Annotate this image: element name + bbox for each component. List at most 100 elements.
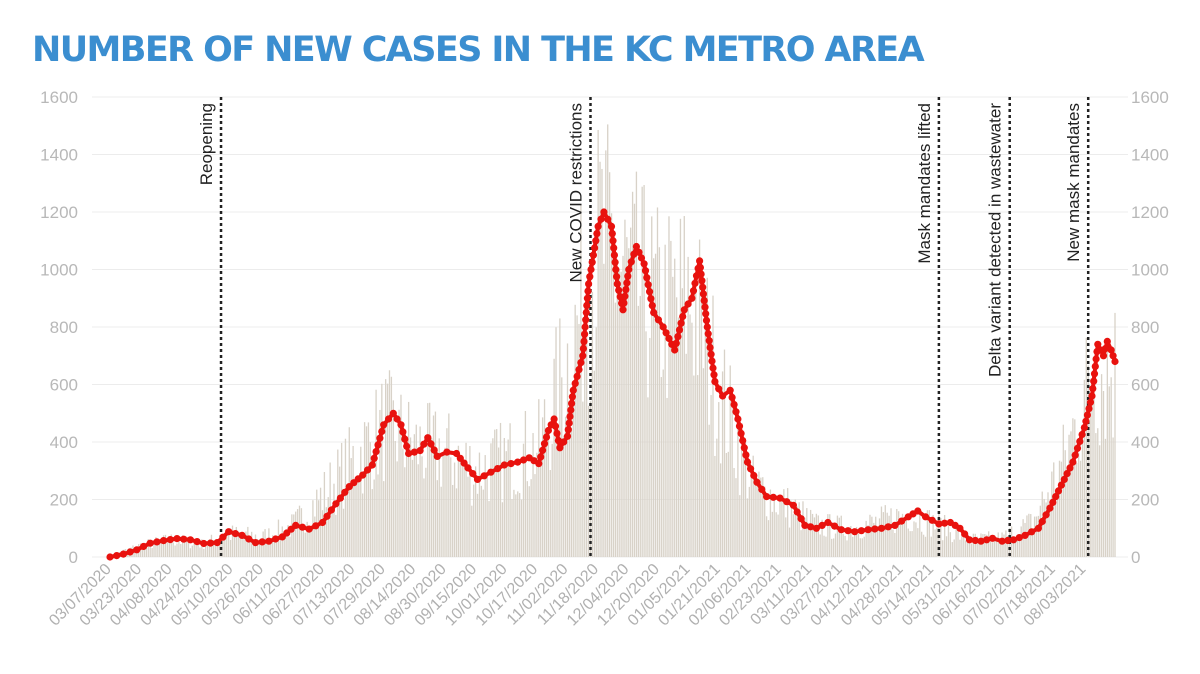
bar: [298, 505, 301, 557]
bar: [957, 528, 959, 557]
bar: [928, 510, 930, 557]
bar: [840, 515, 842, 557]
bar: [208, 539, 211, 557]
avg-point: [956, 524, 964, 532]
bar: [691, 322, 693, 557]
avg-point: [292, 521, 300, 530]
bar: [421, 456, 423, 557]
bar: [882, 512, 885, 557]
avg-point: [567, 406, 575, 414]
avg-point: [988, 534, 997, 542]
avg-point: [433, 452, 441, 460]
avg-point: [514, 458, 522, 466]
avg-point: [637, 254, 646, 262]
bar: [563, 435, 565, 557]
y-tick-label-left: 1200: [40, 203, 78, 222]
bar: [802, 501, 804, 557]
avg-point: [891, 521, 899, 530]
bar: [325, 507, 327, 557]
avg-point: [776, 494, 784, 502]
avg-point: [737, 429, 745, 437]
avg-point: [186, 536, 194, 544]
chart-title: NUMBER OF NEW CASES IN THE KC METRO AREA: [32, 30, 925, 70]
avg-point: [600, 208, 608, 216]
bar: [720, 463, 722, 557]
avg-point: [734, 415, 742, 423]
bar: [503, 437, 505, 557]
avg-point: [200, 539, 208, 548]
bar: [162, 535, 165, 557]
avg-point: [674, 333, 682, 341]
bar: [187, 537, 190, 557]
bar: [1091, 400, 1093, 557]
avg-point: [1009, 536, 1018, 544]
bar: [827, 514, 829, 557]
bar: [176, 543, 178, 557]
bar: [164, 534, 167, 557]
avg-point: [581, 323, 589, 331]
bar: [697, 375, 699, 557]
bar: [658, 247, 661, 557]
bar: [884, 505, 886, 557]
bar: [721, 371, 724, 557]
avg-point: [750, 471, 758, 480]
bar: [570, 427, 572, 557]
avg-point: [608, 230, 616, 238]
bar: [896, 508, 898, 557]
bar: [982, 534, 984, 557]
avg-point: [535, 460, 543, 468]
bar: [989, 535, 992, 557]
avg-point: [742, 451, 750, 459]
avg-point: [1090, 377, 1098, 385]
avg-point: [589, 251, 598, 259]
avg-point: [763, 493, 771, 501]
bar: [706, 277, 708, 557]
avg-point: [119, 550, 127, 558]
bar: [155, 537, 157, 557]
bar: [626, 237, 628, 557]
bar: [1089, 399, 1091, 557]
bar: [762, 477, 764, 557]
bar: [777, 514, 779, 557]
bar: [432, 415, 435, 557]
avg-point: [758, 485, 766, 493]
avg-point: [665, 334, 673, 343]
avg-point: [245, 535, 253, 543]
y-axis-ticks: 0 0 200 200 400 400 600 600 800 800 1000 1000 1200 12…: [40, 88, 1169, 567]
bar: [201, 539, 203, 557]
avg-point: [812, 524, 821, 532]
avg-point: [206, 539, 215, 547]
bar: [767, 520, 770, 557]
bar: [783, 489, 785, 557]
avg-point: [544, 426, 553, 435]
bar: [406, 450, 408, 557]
bar: [844, 535, 846, 557]
bar: [603, 263, 605, 557]
avg-point: [584, 287, 592, 295]
bar: [371, 489, 373, 557]
avg-point: [575, 366, 583, 374]
avg-point: [597, 215, 605, 223]
bar: [229, 540, 232, 557]
bar: [308, 527, 310, 557]
avg-point: [914, 507, 922, 515]
avg-point: [818, 521, 826, 530]
avg-point: [1111, 357, 1119, 366]
bar: [664, 244, 666, 557]
bar: [635, 171, 638, 557]
bar: [557, 442, 559, 557]
avg-point: [225, 528, 233, 536]
bar: [409, 437, 412, 557]
avg-point: [542, 433, 551, 441]
bar: [296, 509, 299, 557]
avg-point: [582, 316, 590, 324]
bar: [748, 486, 751, 557]
avg-point: [571, 379, 579, 387]
avg-point: [1015, 534, 1023, 542]
line-series: [106, 208, 1119, 561]
bar: [968, 542, 971, 557]
bar: [241, 534, 243, 557]
bar: [1060, 461, 1063, 557]
bar: [1106, 347, 1108, 557]
avg-point: [580, 337, 588, 345]
